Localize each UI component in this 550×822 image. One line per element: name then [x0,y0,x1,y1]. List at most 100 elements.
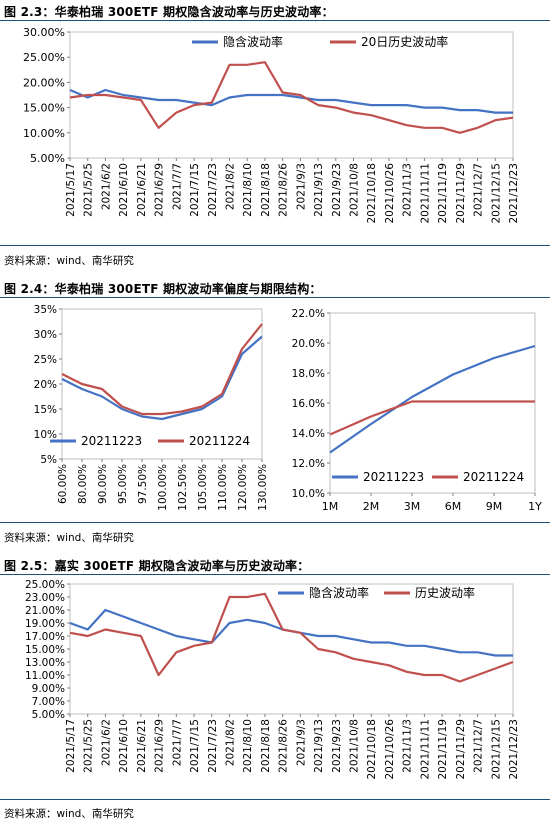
x-tick-label: 2021/9/3 [295,719,307,766]
x-tick-label: 120.00% [237,464,249,511]
x-tick-label: 2021/6/29 [154,719,166,773]
series-line [69,88,513,114]
y-tick-label: 20.0% [292,338,325,350]
y-tick-label: 13.00% [25,657,65,669]
x-tick-label: 110.00% [217,464,229,511]
x-tick-label: 102.50% [177,464,189,511]
y-tick-label: 10.0% [292,488,325,500]
x-tick-label: 2021/9/3 [295,163,307,210]
x-tick-label: 2021/10/26 [384,719,396,780]
x-tick-label: 2021/11/11 [419,719,431,780]
title-rule [0,574,550,575]
x-tick-label: 2021/5/17 [65,719,77,773]
series-line [61,335,263,421]
y-tick-label: 5.00% [30,152,65,165]
x-tick-label: 100.00% [157,464,169,511]
x-tick-label: 2021/10/26 [384,163,396,224]
x-tick-label: 2M [363,500,380,513]
x-tick-label: 2021/12/23 [508,163,520,224]
x-tick-label: 2021/7/15 [189,163,201,217]
x-tick-label: 2021/8/10 [242,163,254,217]
x-tick-label: 2021/5/25 [83,719,95,773]
x-tick-label: 2021/6/21 [136,719,148,773]
x-tick-label: 2021/11/19 [437,719,449,780]
x-tick-label: 6M [445,500,462,513]
source-rule [0,522,550,523]
y-tick-label: 17.00% [25,631,65,643]
x-tick-label: 2021/6/21 [136,163,148,217]
source-rule [0,799,550,800]
x-tick-label: 2021/6/10 [118,719,130,773]
source-note: 资料来源：wind、南华研究 [4,808,134,820]
x-tick-label: 2021/11/3 [402,163,414,217]
y-tick-label: 35% [34,304,57,316]
y-tick-label: 5.00% [32,709,65,721]
x-tick-label: 2021/12/7 [473,719,485,773]
y-tick-label: 30.00% [23,26,65,39]
x-tick-label: 9M [486,500,503,513]
x-tick-label: 1M [322,500,339,513]
x-tick-label: 2021/6/29 [154,163,166,217]
iv-hv-chart-jiashi: 5.00%7.00%9.00%11.00%13.00%15.00%17.00%1… [25,579,520,780]
skew-chart: 5% 10% 15% 20% 25% 30% 35% 60.00% 80.00% 90.00% 95… [34,304,269,511]
x-tick-label: 3M [404,500,421,513]
x-tick-label: 105.00% [197,464,209,511]
plot-frame [329,312,536,494]
term-structure-chart: 10.0% 12.0% 14.0% 16.0% 18.0% 20.0% 22.0% 1M 2M 3… [292,308,542,513]
y-tick-label: 14.0% [292,428,325,440]
figure-title-2-5: 图 2.5：嘉实 300ETF 期权隐含波动率与历史波动率： [4,559,310,573]
x-tick-label: 2021/8/2 [224,163,236,210]
y-tick-label: 30% [34,329,57,341]
x-tick-label: 2021/9/13 [313,719,325,773]
x-tick-label: 2021/10/18 [366,163,378,224]
series-line [329,400,535,436]
x-tick-label: 2021/11/29 [455,163,467,224]
y-tick-label: 20.00% [23,76,65,89]
x-tick-label: 2021/11/19 [437,163,449,224]
x-tick-label: 2021/11/11 [419,163,431,224]
y-tick-label: 18.0% [292,368,325,380]
y-tick-label: 5% [40,454,57,466]
x-tick-label: 2021/10/18 [366,719,378,780]
x-tick-label: 2021/12/15 [490,163,502,224]
x-tick-label: 2021/7/7 [171,719,183,766]
x-tick-label: 60.00% [57,464,69,504]
y-tick-label: 9.00% [32,683,65,695]
x-tick-label: 2021/10/8 [349,163,361,217]
x-tick-label: 2021/8/26 [278,163,290,217]
x-tick-label: 2021/6/2 [100,163,112,210]
y-tick-label: 15.00% [25,644,65,656]
x-tick-label: 2021/6/2 [100,719,112,766]
y-tick-label: 11.00% [25,670,65,682]
x-tick-label: 2021/10/8 [349,719,361,773]
y-tick-label: 22.0% [292,308,325,320]
x-tick-label: 2021/9/13 [313,163,325,217]
y-tick-label: 10% [34,429,57,441]
x-tick-label: 2021/12/7 [473,163,485,217]
source-note: 资料来源：wind、南华研究 [4,532,134,544]
x-tick-label: 2021/7/23 [207,163,219,217]
title-rule [0,20,550,21]
x-tick-label: 80.00% [77,464,89,504]
y-tick-label: 21.00% [25,605,65,617]
legend-label: 20211223 [81,434,142,448]
x-tick-label: 90.00% [97,464,109,504]
x-tick-label: 2021/11/3 [402,719,414,773]
source-rule [0,245,550,246]
y-tick-label: 15.00% [23,102,65,115]
x-tick-label: 2021/7/7 [171,163,183,210]
legend-label: 20211223 [363,470,424,484]
legend-label: 隐含波动率 [223,34,283,49]
x-tick-label: 2021/8/2 [224,719,236,766]
x-tick-label: 2021/9/23 [331,163,343,217]
y-tick-label: 12.0% [292,458,325,470]
x-tick-label: 2021/8/18 [260,719,272,773]
series-line [329,344,536,454]
legend-label: 历史波动率 [415,585,475,600]
y-tick-label: 25.00% [25,579,65,591]
legend-label: 20211224 [463,470,524,484]
x-tick-label: 2021/9/23 [331,719,343,773]
y-tick-label: 16.0% [292,398,325,410]
x-tick-label: 2021/11/29 [455,719,467,780]
legend-label: 隐含波动率 [309,585,369,600]
